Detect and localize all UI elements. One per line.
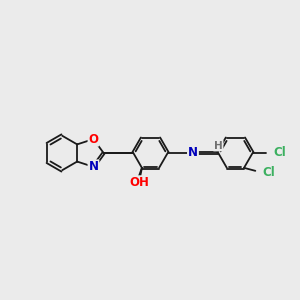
Text: N: N xyxy=(88,160,98,173)
Text: Cl: Cl xyxy=(273,146,286,160)
Text: Cl: Cl xyxy=(263,166,275,179)
Text: H: H xyxy=(214,140,223,151)
Text: O: O xyxy=(88,133,98,146)
Text: OH: OH xyxy=(129,176,149,189)
Text: N: N xyxy=(188,146,198,160)
